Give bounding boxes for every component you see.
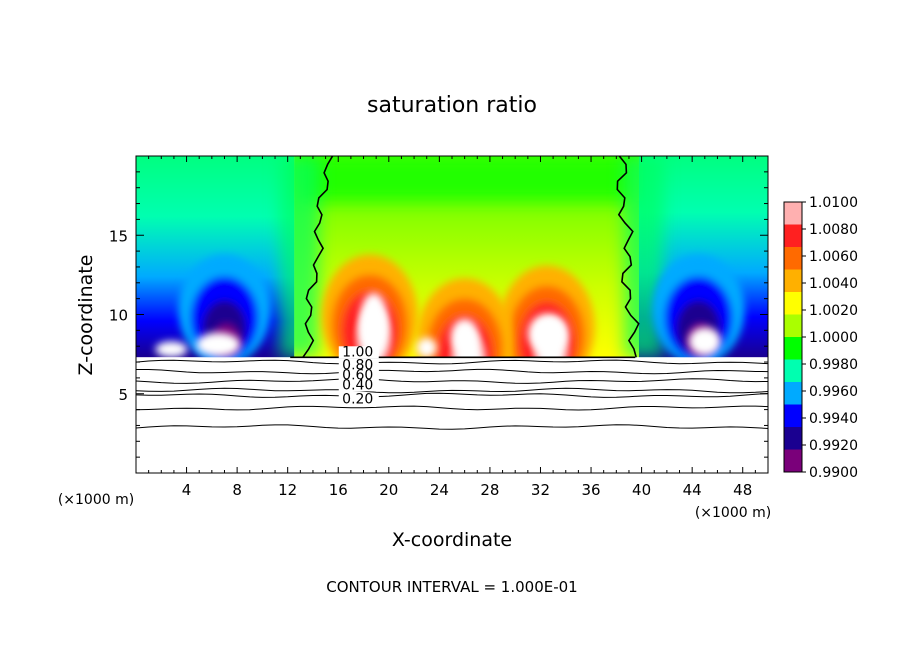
contour-label-1-00: 1.00: [342, 344, 373, 360]
colorbar-swatch: [784, 292, 802, 315]
y-axis: 5 10 15: [109, 171, 768, 458]
contour-line-1-right: [616, 156, 640, 358]
y-axis-label: Z-coordinate: [75, 255, 97, 376]
contour-label-0-80: 0.80: [342, 357, 373, 373]
colorbar: 1.0100 1.0080 1.0060 1.0040 1.0020 1.0000 0.99…: [783, 195, 858, 481]
colorbar-swatch: [784, 449, 802, 473]
colorbar-swatch: [784, 404, 802, 428]
colorbar-swatch: [784, 337, 802, 360]
x-tick-label: 28: [480, 481, 499, 499]
white-pocket-5: [688, 327, 721, 356]
colorbar-swatch: [784, 314, 802, 338]
x-tick-label: 32: [531, 481, 550, 499]
contour-interval-note: CONTOUR INTERVAL = 1.000E-01: [326, 578, 577, 596]
white-pocket-3: [416, 337, 437, 358]
x-tick-label: 40: [632, 481, 651, 499]
chart-title: saturation ratio: [367, 93, 537, 118]
colorbar-swatch: [784, 202, 802, 225]
colorbar-label: 1.0100: [809, 195, 858, 211]
colorbar-label: 0.9960: [809, 384, 858, 400]
contour-line-below-6: [136, 424, 768, 430]
white-pocket-2: [528, 313, 569, 354]
x-tick-label: 20: [379, 481, 398, 499]
x-tick-label: 36: [581, 481, 600, 499]
x-axis-label: X-coordinate: [392, 529, 512, 551]
colorbar-swatch: [784, 427, 802, 450]
colorbar-label: 0.9900: [809, 465, 858, 481]
x-tick-label: 4: [182, 481, 192, 499]
colorbar-swatch: [784, 269, 802, 293]
x-unit-right: (×1000 m): [695, 505, 771, 521]
field-lower: [136, 357, 768, 473]
x-tick-label: 44: [683, 481, 702, 499]
saturation-field: [136, 156, 768, 473]
contour-line-1-left: [302, 156, 334, 358]
contour-line-below-0: [136, 359, 768, 365]
colorbar-label: 1.0040: [809, 276, 858, 292]
colorbar-label: 1.0080: [809, 222, 858, 238]
colorbar-label: 1.0020: [809, 303, 858, 319]
y-tick-label: 10: [109, 307, 128, 325]
x-unit-left: (×1000 m): [58, 492, 134, 508]
white-pocket-0: [359, 292, 388, 349]
colorbar-label: 1.0000: [809, 330, 858, 346]
contour-line-below-1: [136, 368, 768, 375]
colorbar-label: 0.9940: [809, 411, 858, 427]
colorbar-label: 0.9980: [809, 357, 858, 373]
contour-label-0-60: 0.60: [342, 367, 373, 383]
colorbar-swatch: [784, 382, 802, 405]
colorbar-swatch: [784, 247, 802, 270]
contour-lines: 1.000.800.600.400.20: [136, 156, 768, 430]
colorbar-label: 1.0060: [809, 249, 858, 265]
x-tick-label: 8: [232, 481, 242, 499]
white-pocket-1: [450, 318, 479, 355]
white-pocket-4: [196, 332, 241, 357]
white-pocket-6: [155, 341, 188, 358]
field-blend-left: [279, 156, 320, 358]
x-tick-label: 48: [733, 481, 752, 499]
x-axis: 4 8 12 16 20 24 28 32 36 40 44 48: [148, 156, 756, 499]
y-tick-label: 15: [109, 227, 128, 245]
field-top-green: [299, 156, 634, 201]
contour-line-below-5: [136, 405, 768, 411]
contour-line-below-4: [136, 392, 768, 398]
contour-label-0-40: 0.40: [342, 377, 373, 393]
x-tick-label: 16: [329, 481, 348, 499]
y-tick-label: 5: [118, 386, 128, 404]
plot-area: 1.000.800.600.400.20: [136, 156, 768, 473]
colorbar-label: 0.9920: [809, 438, 858, 454]
contour-label-0-20: 0.20: [342, 391, 373, 407]
colorbar-swatch: [784, 359, 802, 383]
contour-line-below-3: [136, 387, 768, 394]
contour-line-below-2: [136, 378, 768, 384]
x-tick-label: 12: [278, 481, 297, 499]
colorbar-swatch: [784, 224, 802, 248]
x-tick-label: 24: [430, 481, 449, 499]
